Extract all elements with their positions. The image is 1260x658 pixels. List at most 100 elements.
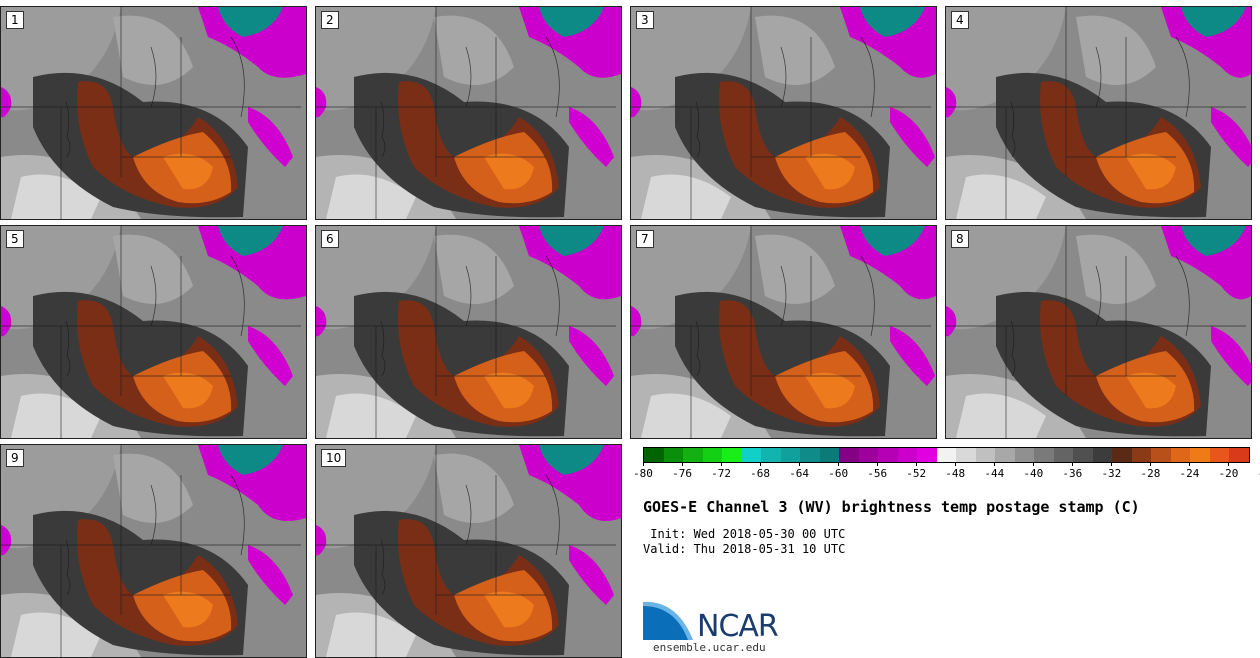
wv-map — [1, 226, 306, 438]
stamp-panel-6: 6 — [315, 225, 622, 439]
colorbar-tick-label: -20 — [1218, 467, 1239, 480]
colorbar-swatch — [1034, 448, 1054, 462]
colorbar-tick — [838, 462, 840, 466]
colorbar-swatch — [722, 448, 742, 462]
colorbar-tick — [916, 462, 918, 466]
wv-map — [631, 226, 936, 438]
stamp-panel-9: 9 — [0, 444, 307, 658]
colorbar-swatch — [995, 448, 1015, 462]
wv-map — [316, 445, 621, 657]
colorbar-swatch — [839, 448, 859, 462]
colorbar-swatch — [878, 448, 898, 462]
colorbar — [643, 447, 1250, 463]
wv-map — [946, 226, 1251, 438]
wv-map — [631, 7, 936, 219]
colorbar-tick-label: -56 — [867, 467, 888, 480]
colorbar-tick — [721, 462, 723, 466]
colorbar-tick — [994, 462, 996, 466]
colorbar-tick-label: -28 — [1140, 467, 1161, 480]
wv-map — [1, 7, 306, 219]
stamp-panel-1: 1 — [0, 6, 307, 220]
colorbar-tick-label: -32 — [1101, 467, 1122, 480]
panel-number: 7 — [636, 230, 654, 248]
colorbar-tick-label: -48 — [945, 467, 966, 480]
valid-time: Valid: Thu 2018-05-31 10 UTC — [643, 542, 846, 556]
colorbar-tick — [955, 462, 957, 466]
ncar-logo-text: NCAR — [697, 609, 779, 644]
colorbar-swatch — [1112, 448, 1132, 462]
panel-number: 3 — [636, 11, 654, 29]
colorbar-tick — [877, 462, 879, 466]
wv-map — [316, 226, 621, 438]
colorbar-swatch — [917, 448, 937, 462]
colorbar-swatch — [1229, 448, 1249, 462]
colorbar-swatch — [683, 448, 703, 462]
colorbar-swatch — [1053, 448, 1074, 462]
colorbar-tick-label: -76 — [672, 467, 692, 480]
colorbar-tick — [760, 462, 762, 466]
panel-number: 10 — [321, 449, 347, 467]
wv-map — [946, 7, 1251, 219]
init-time: Init: Wed 2018-05-30 00 UTC — [643, 527, 846, 541]
site-url: ensemble.ucar.edu — [653, 641, 766, 654]
colorbar-swatch — [663, 448, 684, 462]
colorbar-swatch — [819, 448, 840, 462]
colorbar-tick-label: -68 — [750, 467, 771, 480]
ncar-logo-icon — [643, 601, 693, 640]
panel-number: 2 — [321, 11, 339, 29]
stamp-panel-3: 3 — [630, 6, 937, 220]
colorbar-tick — [1189, 462, 1191, 466]
colorbar-tick — [799, 462, 801, 466]
stamp-panel-4: 4 — [945, 6, 1252, 220]
colorbar-tick — [1228, 462, 1230, 466]
colorbar-swatch — [702, 448, 723, 462]
panel-number: 4 — [951, 11, 969, 29]
colorbar-tick — [1111, 462, 1113, 466]
colorbar-swatch — [761, 448, 781, 462]
colorbar-tick — [1150, 462, 1152, 466]
colorbar-tick-label: -36 — [1062, 467, 1083, 480]
colorbar-tick — [643, 462, 644, 466]
colorbar-tick-label: -24 — [1179, 467, 1200, 480]
stamp-panel-10: 10 — [315, 444, 622, 658]
colorbar-tick-label: -80 — [633, 467, 653, 480]
colorbar-tick — [1033, 462, 1035, 466]
figure-title: GOES-E Channel 3 (WV) brightness temp po… — [643, 498, 1140, 516]
colorbar-swatch — [897, 448, 918, 462]
panel-number: 5 — [6, 230, 24, 248]
colorbar-swatch — [741, 448, 762, 462]
panel-number: 9 — [6, 449, 24, 467]
colorbar-tick — [1072, 462, 1074, 466]
stamp-panel-5: 5 — [0, 225, 307, 439]
colorbar-swatch — [1073, 448, 1093, 462]
colorbar-swatch — [1014, 448, 1035, 462]
colorbar-tick-label: -40 — [1023, 467, 1044, 480]
stamp-panel-2: 2 — [315, 6, 622, 220]
stamp-panel-8: 8 — [945, 225, 1252, 439]
colorbar-swatch — [936, 448, 957, 462]
wv-map — [1, 445, 306, 657]
colorbar-tick-label: -16 — [1258, 467, 1260, 480]
colorbar-tick — [682, 462, 684, 466]
colorbar-swatch — [858, 448, 879, 462]
panel-number: 8 — [951, 230, 969, 248]
colorbar-swatch — [1151, 448, 1171, 462]
colorbar-swatch — [975, 448, 996, 462]
colorbar-swatch — [800, 448, 820, 462]
colorbar-swatch — [1170, 448, 1191, 462]
colorbar-tick-label: -72 — [711, 467, 731, 480]
colorbar-swatch — [780, 448, 801, 462]
colorbar-tick-label: -44 — [984, 467, 1005, 480]
colorbar-swatch — [1209, 448, 1230, 462]
colorbar-ticks: -80 -76 -72 -68 -64 -60 -56 -52 -48 -44 -40 -36 -32 -… — [633, 462, 1260, 482]
panel-number: 1 — [6, 11, 24, 29]
colorbar-swatch — [1190, 448, 1210, 462]
colorbar-swatch — [644, 448, 664, 462]
colorbar-tick-label: -64 — [789, 467, 810, 480]
colorbar-swatch — [1131, 448, 1152, 462]
colorbar-tick-label: -60 — [828, 467, 849, 480]
stamp-panel-7: 7 — [630, 225, 937, 439]
panel-number: 6 — [321, 230, 339, 248]
wv-map — [316, 7, 621, 219]
colorbar-tick-label: -52 — [906, 467, 927, 480]
